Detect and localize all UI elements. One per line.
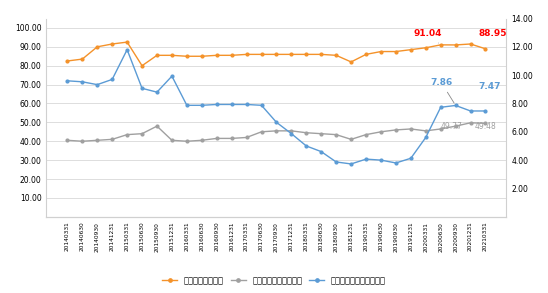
股混基金中位规模（右） bbox=[318, 150, 324, 153]
股混基金中位仓位 bbox=[198, 54, 205, 58]
股混基金中位规模（右） bbox=[467, 109, 474, 113]
Text: 7.47: 7.47 bbox=[478, 82, 500, 91]
股混基金中位规模（右） bbox=[378, 158, 384, 162]
股混基金中位仓位 bbox=[482, 47, 489, 51]
股混基金中位规模（右） bbox=[198, 103, 205, 107]
股混基金中位规模（右） bbox=[363, 157, 369, 161]
股混基金中位仓位 bbox=[363, 53, 369, 56]
股混基金中位规模（右） bbox=[408, 156, 414, 160]
股混基金中位规模（右） bbox=[169, 74, 175, 78]
股混基金中位重仓占比 bbox=[258, 130, 265, 134]
股混基金中位规模（右） bbox=[109, 78, 116, 81]
股混基金中位重仓占比 bbox=[94, 139, 100, 142]
股混基金中位重仓占比 bbox=[184, 139, 190, 143]
股混基金中位仓位 bbox=[64, 59, 71, 63]
Text: 49.77: 49.77 bbox=[441, 122, 463, 131]
股混基金中位规模（右） bbox=[139, 86, 145, 90]
股混基金中位规模（右） bbox=[184, 103, 190, 107]
股混基金中位重仓占比 bbox=[408, 127, 414, 131]
股混基金中位仓位 bbox=[288, 53, 295, 56]
股混基金中位仓位 bbox=[124, 40, 130, 44]
股混基金中位重仓占比 bbox=[363, 133, 369, 136]
股混基金中位重仓占比 bbox=[64, 139, 71, 142]
股混基金中位重仓占比 bbox=[169, 139, 175, 142]
股混基金中位规模（右） bbox=[79, 80, 85, 84]
股混基金中位规模（右） bbox=[243, 103, 250, 106]
股混基金中位重仓占比 bbox=[452, 124, 459, 128]
股混基金中位规模（右） bbox=[482, 109, 489, 113]
股混基金中位仓位 bbox=[79, 57, 85, 61]
股混基金中位重仓占比 bbox=[318, 132, 324, 135]
股混基金中位仓位 bbox=[184, 54, 190, 58]
Text: 49.48: 49.48 bbox=[475, 122, 497, 131]
Text: 88.95: 88.95 bbox=[478, 29, 506, 38]
股混基金中位重仓占比 bbox=[124, 133, 130, 136]
股混基金中位重仓占比 bbox=[482, 122, 489, 125]
Legend: 股混基金中位仓位, 股混基金中位重仓占比, 股混基金中位规模（右）: 股混基金中位仓位, 股混基金中位重仓占比, 股混基金中位规模（右） bbox=[159, 273, 389, 289]
股混基金中位仓位 bbox=[229, 54, 235, 57]
股混基金中位重仓占比 bbox=[229, 137, 235, 140]
股混基金中位仓位 bbox=[408, 48, 414, 51]
股混基金中位规模（右） bbox=[124, 48, 130, 51]
股混基金中位重仓占比 bbox=[139, 132, 145, 135]
股混基金中位重仓占比 bbox=[243, 136, 250, 139]
股混基金中位仓位 bbox=[213, 54, 220, 57]
股混基金中位规模（右） bbox=[153, 90, 160, 94]
股混基金中位仓位 bbox=[378, 50, 384, 53]
股混基金中位重仓占比 bbox=[153, 124, 160, 128]
股混基金中位规模（右） bbox=[273, 120, 279, 124]
股混基金中位规模（右） bbox=[258, 103, 265, 107]
股混基金中位规模（右） bbox=[333, 160, 339, 164]
股混基金中位重仓占比 bbox=[213, 137, 220, 140]
股混基金中位重仓占比 bbox=[303, 131, 310, 134]
股混基金中位仓位 bbox=[169, 54, 175, 57]
股混基金中位仓位 bbox=[392, 50, 399, 53]
股混基金中位规模（右） bbox=[437, 105, 444, 109]
股混基金中位仓位 bbox=[348, 60, 355, 64]
股混基金中位仓位 bbox=[273, 53, 279, 56]
股混基金中位规模（右） bbox=[452, 104, 459, 107]
Text: 7.86: 7.86 bbox=[430, 78, 454, 103]
股混基金中位重仓占比 bbox=[333, 133, 339, 136]
股混基金中位规模（右） bbox=[348, 162, 355, 166]
股混基金中位重仓占比 bbox=[198, 139, 205, 142]
股混基金中位仓位 bbox=[437, 43, 444, 47]
Line: 股混基金中位重仓占比: 股混基金中位重仓占比 bbox=[66, 121, 487, 143]
股混基金中位仓位 bbox=[109, 42, 116, 46]
股混基金中位重仓占比 bbox=[79, 139, 85, 143]
股混基金中位规模（右） bbox=[229, 103, 235, 106]
股混基金中位重仓占比 bbox=[467, 121, 474, 125]
股混基金中位重仓占比 bbox=[273, 129, 279, 133]
股混基金中位仓位 bbox=[333, 54, 339, 57]
股混基金中位规模（右） bbox=[288, 132, 295, 135]
股混基金中位仓位 bbox=[423, 46, 429, 50]
股混基金中位重仓占比 bbox=[109, 138, 116, 141]
股混基金中位仓位 bbox=[303, 53, 310, 56]
股混基金中位重仓占比 bbox=[392, 128, 399, 132]
股混基金中位规模（右） bbox=[423, 136, 429, 139]
股混基金中位仓位 bbox=[153, 54, 160, 57]
股混基金中位仓位 bbox=[258, 53, 265, 56]
Line: 股混基金中位规模（右）: 股混基金中位规模（右） bbox=[66, 48, 487, 165]
股混基金中位仓位 bbox=[452, 43, 459, 47]
股混基金中位重仓占比 bbox=[423, 129, 429, 133]
股混基金中位重仓占比 bbox=[288, 129, 295, 133]
股混基金中位规模（右） bbox=[392, 161, 399, 165]
股混基金中位仓位 bbox=[139, 64, 145, 67]
股混基金中位规模（右） bbox=[213, 103, 220, 106]
股混基金中位仓位 bbox=[94, 45, 100, 49]
股混基金中位仓位 bbox=[467, 42, 474, 46]
股混基金中位规模（右） bbox=[94, 83, 100, 86]
股混基金中位仓位 bbox=[318, 53, 324, 56]
股混基金中位规模（右） bbox=[303, 144, 310, 148]
股混基金中位仓位 bbox=[243, 53, 250, 56]
Text: 91.04: 91.04 bbox=[414, 29, 442, 43]
Line: 股混基金中位仓位: 股混基金中位仓位 bbox=[66, 41, 487, 67]
股混基金中位规模（右） bbox=[64, 79, 71, 83]
股混基金中位重仓占比 bbox=[378, 130, 384, 134]
股混基金中位重仓占比 bbox=[348, 138, 355, 141]
股混基金中位重仓占比 bbox=[437, 127, 444, 131]
